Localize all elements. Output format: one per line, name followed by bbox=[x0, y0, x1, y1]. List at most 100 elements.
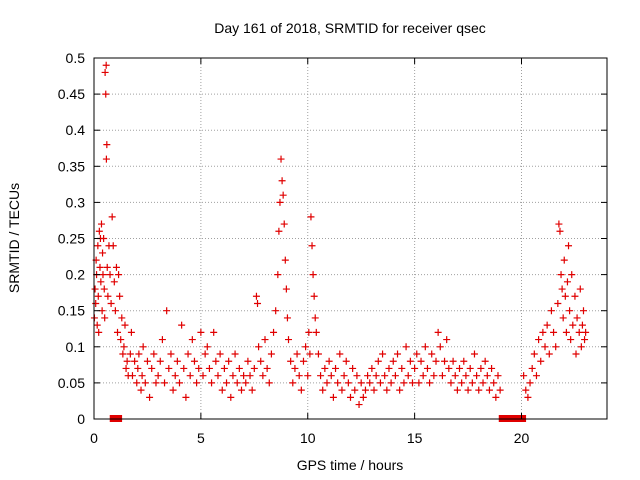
data-point bbox=[415, 379, 423, 387]
data-point bbox=[368, 364, 376, 372]
data-point bbox=[225, 357, 233, 365]
data-point bbox=[462, 372, 470, 380]
data-point bbox=[255, 343, 263, 351]
data-point bbox=[569, 321, 577, 329]
data-point bbox=[134, 364, 142, 372]
data-point bbox=[91, 285, 99, 293]
data-point bbox=[205, 364, 213, 372]
data-point bbox=[101, 314, 109, 322]
data-point bbox=[293, 350, 301, 358]
data-point bbox=[323, 379, 331, 387]
data-point bbox=[413, 350, 421, 358]
data-point bbox=[182, 393, 190, 401]
data-point bbox=[334, 379, 342, 387]
data-point bbox=[565, 242, 573, 250]
data-point bbox=[107, 299, 115, 307]
data-point bbox=[428, 350, 436, 358]
x-tick-label: 15 bbox=[407, 430, 423, 446]
data-point bbox=[279, 191, 287, 199]
data-point bbox=[254, 299, 262, 307]
y-tick-label: 0.25 bbox=[58, 231, 85, 247]
data-point bbox=[119, 350, 127, 358]
data-point bbox=[287, 357, 295, 365]
data-point bbox=[127, 328, 135, 336]
data-point bbox=[353, 372, 361, 380]
data-point bbox=[163, 307, 171, 315]
data-point bbox=[421, 343, 429, 351]
data-point bbox=[96, 263, 104, 271]
data-point bbox=[543, 321, 551, 329]
data-point bbox=[184, 350, 192, 358]
data-point bbox=[97, 278, 105, 286]
data-point bbox=[342, 357, 350, 365]
data-point bbox=[434, 328, 442, 336]
data-point bbox=[374, 357, 382, 365]
data-point bbox=[193, 379, 201, 387]
data-point bbox=[188, 336, 196, 344]
data-point bbox=[400, 379, 408, 387]
data-point bbox=[122, 364, 130, 372]
data-point bbox=[524, 393, 532, 401]
data-point bbox=[554, 299, 562, 307]
data-point bbox=[123, 357, 131, 365]
data-point bbox=[321, 364, 329, 372]
data-point bbox=[231, 350, 239, 358]
data-point bbox=[270, 328, 278, 336]
data-point bbox=[456, 364, 464, 372]
data-point bbox=[417, 357, 425, 365]
data-point bbox=[325, 357, 333, 365]
data-point bbox=[297, 386, 305, 394]
data-point bbox=[93, 321, 101, 329]
data-point bbox=[233, 379, 241, 387]
data-point bbox=[477, 364, 485, 372]
data-point bbox=[307, 213, 315, 221]
data-point bbox=[530, 350, 538, 358]
data-point bbox=[396, 386, 404, 394]
data-point bbox=[571, 292, 579, 300]
data-point bbox=[558, 285, 566, 293]
data-point bbox=[385, 364, 393, 372]
data-point bbox=[150, 350, 158, 358]
data-point bbox=[541, 343, 549, 351]
data-point bbox=[227, 393, 235, 401]
x-tick-label: 0 bbox=[90, 430, 98, 446]
data-point bbox=[383, 386, 391, 394]
data-point bbox=[438, 372, 446, 380]
grid bbox=[94, 58, 607, 419]
data-point bbox=[265, 379, 273, 387]
data-point bbox=[581, 336, 589, 344]
data-point bbox=[169, 386, 177, 394]
data-point bbox=[197, 328, 205, 336]
data-point bbox=[161, 379, 169, 387]
data-point bbox=[445, 364, 453, 372]
data-point bbox=[366, 379, 374, 387]
data-point bbox=[214, 372, 222, 380]
data-point bbox=[351, 386, 359, 394]
data-point bbox=[100, 285, 108, 293]
data-point bbox=[94, 242, 102, 250]
data-point bbox=[95, 328, 103, 336]
data-point bbox=[126, 350, 134, 358]
data-point bbox=[116, 292, 124, 300]
data-point bbox=[389, 357, 397, 365]
data-point bbox=[235, 364, 243, 372]
data-point bbox=[555, 220, 563, 228]
data-point bbox=[398, 364, 406, 372]
data-point bbox=[340, 372, 348, 380]
data-point bbox=[547, 307, 555, 315]
data-point bbox=[573, 314, 581, 322]
y-axis-label: SRMTID / TECUs bbox=[6, 183, 22, 293]
y-tick-label: 0.35 bbox=[58, 158, 85, 174]
data-point bbox=[304, 372, 312, 380]
data-point bbox=[201, 350, 209, 358]
data-point bbox=[539, 328, 547, 336]
data-point bbox=[436, 343, 444, 351]
data-point bbox=[394, 350, 402, 358]
data-point bbox=[141, 379, 149, 387]
data-point bbox=[263, 364, 271, 372]
data-point bbox=[104, 292, 112, 300]
data-point bbox=[468, 379, 476, 387]
data-point bbox=[355, 401, 363, 409]
y-tick-label: 0 bbox=[77, 411, 85, 427]
data-point bbox=[432, 357, 440, 365]
